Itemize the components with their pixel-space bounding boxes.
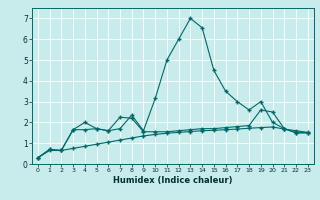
- X-axis label: Humidex (Indice chaleur): Humidex (Indice chaleur): [113, 176, 233, 185]
